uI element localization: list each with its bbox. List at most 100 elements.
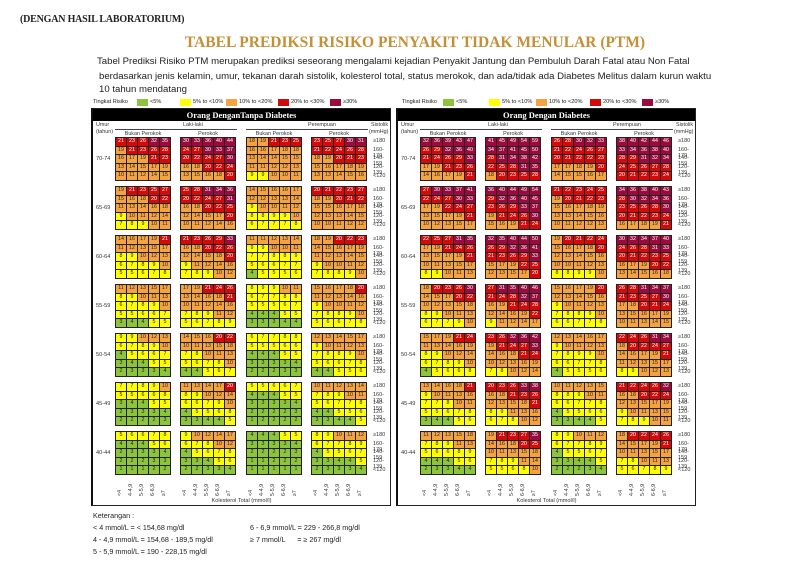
risk-cell: 5 [454,417,464,425]
risk-cell: 13 [552,212,562,221]
risk-cell: 6 [149,351,159,359]
risk-cell: 5 [203,408,213,417]
systolic-row-label: 160-179 [373,195,385,208]
risk-cell: 24 [650,342,660,351]
age-header: Umur [96,122,110,128]
risk-cell: 46 [661,138,671,146]
risk-cell: 24 [530,221,540,229]
risk-cell: 8 [323,310,333,319]
risk-cell: 4 [258,432,268,440]
risk-cell: 27 [192,146,202,155]
risk-cell: 2 [280,449,290,457]
risk-cell: 2 [116,417,126,425]
risk-cell: 19 [454,253,464,261]
risk-cell: 16 [585,334,595,342]
risk-cell: 22 [563,187,573,195]
risk-cell: 19 [650,221,660,229]
legend-label: Tingkat Risiko [402,99,437,105]
notes-title: Keterangan : [93,511,135,520]
risk-cell: 44 [519,236,529,244]
risk-cell: 8 [334,351,344,359]
risk-cell: 13 [421,253,431,261]
risk-cell: 12 [574,221,584,229]
risk-cell: 16 [617,221,627,229]
risk-cell: 18 [291,146,301,155]
legend-swatch [278,99,289,106]
risk-cell: 8 [291,293,301,302]
risk-cell: 10 [443,270,453,278]
document-subtitle: (DENGAN HASIL LABORATORIUM) [20,14,185,25]
risk-cell: 3 [552,417,562,425]
risk-cell: 19 [323,236,333,244]
risk-cell: 59 [530,138,540,146]
risk-cell: 1 [116,466,126,474]
risk-cell: 6 [432,449,442,457]
risk-cell: 9 [247,244,257,253]
risk-cell: 4 [291,319,301,327]
risk-cell: 4 [192,368,202,376]
risk-cell: 12 [149,212,159,221]
risk-cell: 16 [486,391,496,400]
risk-cell: 24 [661,212,671,221]
risk-cell: 30 [661,293,671,302]
description-line: berdasarkan jenis kelamin, umur, tekanan… [99,71,712,82]
risk-cell: 43 [661,187,671,195]
systolic-row-label: 120-139 [373,360,385,373]
risk-cell: 30 [574,138,584,146]
risk-cell: 16 [497,221,507,229]
legend-swatch [590,99,601,106]
risk-cell: 24 [617,163,627,172]
risk-cell: 15 [323,204,333,212]
risk-cell: 22 [585,236,595,244]
risk-cell: 25 [497,163,507,172]
risk-cell: 11 [258,163,268,172]
risk-cell: 11 [116,244,126,253]
risk-cell: 27 [160,187,170,195]
risk-cell: 10 [639,368,649,376]
risk-cell: 13 [596,342,606,351]
risk-cell: 7 [563,440,573,449]
risk-cell: 12 [552,293,562,302]
risk-cell: 6 [181,440,191,449]
risk-cell: 13 [280,195,290,204]
risk-cell: 17 [661,359,671,368]
risk-cell: 7 [334,440,344,449]
risk-cell: 8 [563,351,573,359]
risk-cell: 42 [639,138,649,146]
risk-cell: 6 [138,351,148,359]
risk-cell: 19 [454,212,464,221]
risk-cell: 29 [432,146,442,155]
risk-cell: 10 [617,449,627,457]
risk-grid: 32 36 39 43 47 26 29 32 36 40 21 24 26 29 33 17 19 21 23 26… [420,137,476,181]
risk-cell: 27 [443,236,453,244]
risk-cell: 13 [356,342,366,351]
risk-cell: 10 [280,285,290,293]
risk-cell: 12 [486,400,496,408]
risk-cell: 3 [269,400,279,408]
risk-cell: 14 [192,212,202,221]
risk-cell: 3 [280,440,290,449]
risk-cell: 27 [443,195,453,204]
legend-item-label: ≥30% [655,99,670,105]
risk-grid: 14 15 16 16 17 12 12 13 13 14 9 10 10 11 12 8 8 9 9 10 6 7 7 7 8 [246,186,302,230]
risk-cell: 21 [465,212,475,221]
risk-cell: 2 [280,417,290,425]
risk-cell: 15 [192,334,202,342]
risk-cell: 2 [258,417,268,425]
risk-cell: 33 [465,155,475,163]
risk-cell: 14 [628,270,638,278]
risk-cell: 13 [312,172,322,180]
risk-cell: 29 [486,195,496,204]
risk-cell: 14 [617,351,627,359]
risk-cell: 7 [160,310,170,319]
risk-cell: 11 [628,319,638,327]
risk-cell: 13 [563,253,573,261]
risk-cell: 12 [203,302,213,310]
risk-cell: 2 [563,466,573,474]
risk-cell: 36 [225,187,235,195]
cholesterol-tick-label: <4 [248,489,254,496]
risk-cell: 12 [269,163,279,172]
risk-cell: 27 [596,146,606,155]
risk-cell: 14 [247,187,257,195]
